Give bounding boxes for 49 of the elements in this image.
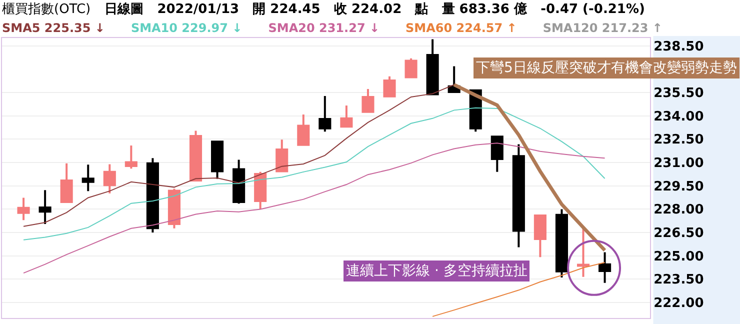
- y-tick-label: 223.50: [654, 272, 704, 288]
- candlestick: [404, 57, 418, 78]
- line-series: [23, 107, 606, 240]
- y-tick-label: 222.00: [654, 296, 704, 311]
- y-tick-label: 229.50: [654, 179, 704, 194]
- candlestick: [362, 88, 374, 113]
- candlestick: [598, 251, 612, 284]
- y-tick-label: 226.50: [654, 226, 704, 241]
- y-tick-label: 234.00: [654, 109, 704, 124]
- legend-label: SMA120 217.23 ↑: [542, 21, 662, 35]
- candlestick: [168, 188, 180, 230]
- candlestick: [146, 157, 159, 234]
- line-series: [432, 262, 606, 317]
- chart-subtitle: 日線圖 2022/01/13 開 224.45 收 224.02 點 量 683.36 億 -0.47 (-0.21%): [104, 2, 645, 17]
- candlestick: [124, 144, 138, 170]
- candlestick: [297, 114, 310, 146]
- candlestick: [103, 163, 116, 194]
- candlestick: [17, 196, 30, 222]
- candlestick: [276, 138, 288, 172]
- text: SMA60 224.57 ↑: [406, 21, 517, 35]
- annotation: 下彎5日線反壓突破才有機會改變弱勢走勢: [476, 60, 737, 76]
- y-tick-label: 232.50: [654, 132, 704, 148]
- candlestick: [426, 38, 439, 96]
- candlestick: [232, 158, 246, 205]
- candlestick: [189, 130, 202, 182]
- y-tick-label: 235.50: [654, 86, 704, 101]
- y-tick-label: 228.00: [654, 202, 704, 218]
- candlestick: [340, 104, 353, 128]
- candlestick: [490, 136, 504, 173]
- line-series: [23, 84, 455, 227]
- chart-title: 櫃買指數(OTC): [2, 2, 91, 17]
- line-series: [452, 82, 607, 252]
- candlestick: [318, 95, 332, 133]
- candlestick: [555, 208, 568, 279]
- candlestick: [60, 162, 73, 203]
- text: SMA10 229.97 ↓: [130, 21, 242, 35]
- y-tick-label: 225.00: [654, 249, 704, 264]
- text: SMA5 225.35 ↓: [2, 21, 105, 35]
- candlestick: [82, 164, 94, 192]
- text: SMA20 231.27 ↓: [268, 21, 380, 35]
- candlestick: [211, 140, 224, 180]
- y-tick-label: 238.50: [654, 39, 704, 54]
- candlestick: [254, 170, 267, 210]
- candlestick: [383, 75, 396, 98]
- candlestick: [534, 214, 546, 258]
- candlestick: [38, 189, 52, 226]
- y-tick-label: 231.00: [654, 156, 704, 171]
- candlestick: [512, 143, 525, 248]
- annotation: 連續上下影線 · 多空持續拉扯: [346, 263, 528, 279]
